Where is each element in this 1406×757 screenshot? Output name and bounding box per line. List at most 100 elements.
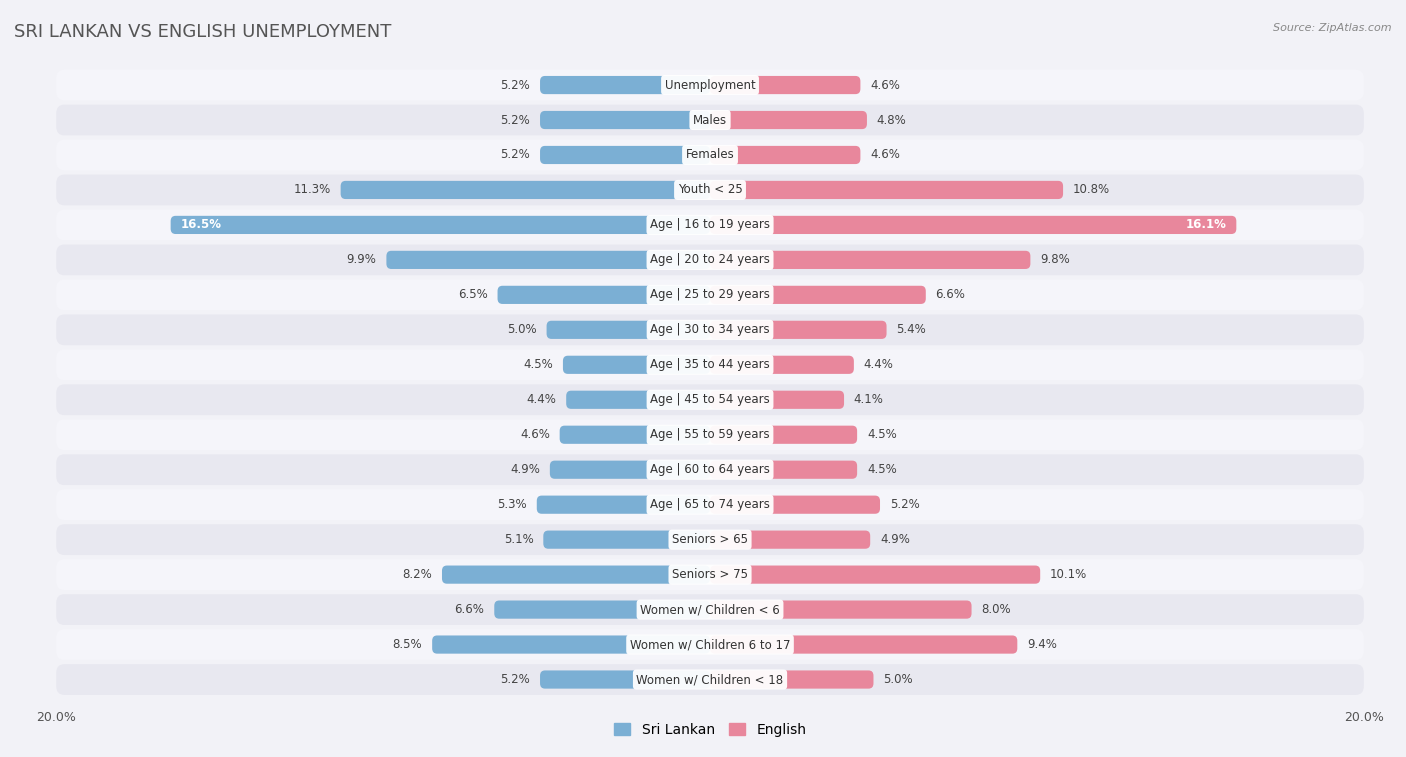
FancyBboxPatch shape <box>540 76 710 94</box>
Text: 5.2%: 5.2% <box>890 498 920 511</box>
FancyBboxPatch shape <box>340 181 710 199</box>
FancyBboxPatch shape <box>537 496 710 514</box>
FancyBboxPatch shape <box>710 76 860 94</box>
Text: Unemployment: Unemployment <box>665 79 755 92</box>
Text: Seniors > 75: Seniors > 75 <box>672 568 748 581</box>
FancyBboxPatch shape <box>56 419 1364 450</box>
Text: 5.0%: 5.0% <box>883 673 912 686</box>
Text: 10.1%: 10.1% <box>1050 568 1087 581</box>
FancyBboxPatch shape <box>543 531 710 549</box>
FancyBboxPatch shape <box>710 391 844 409</box>
Text: Age | 20 to 24 years: Age | 20 to 24 years <box>650 254 770 266</box>
FancyBboxPatch shape <box>710 531 870 549</box>
Text: SRI LANKAN VS ENGLISH UNEMPLOYMENT: SRI LANKAN VS ENGLISH UNEMPLOYMENT <box>14 23 391 41</box>
Text: 4.4%: 4.4% <box>526 394 557 407</box>
FancyBboxPatch shape <box>710 565 1040 584</box>
Text: 11.3%: 11.3% <box>294 183 330 197</box>
Text: 6.5%: 6.5% <box>458 288 488 301</box>
FancyBboxPatch shape <box>56 175 1364 205</box>
FancyBboxPatch shape <box>441 565 710 584</box>
Text: 4.5%: 4.5% <box>868 428 897 441</box>
Text: 4.6%: 4.6% <box>870 148 900 161</box>
Text: 5.4%: 5.4% <box>897 323 927 336</box>
Text: 16.1%: 16.1% <box>1185 219 1226 232</box>
FancyBboxPatch shape <box>710 600 972 618</box>
FancyBboxPatch shape <box>56 314 1364 345</box>
Text: Age | 16 to 19 years: Age | 16 to 19 years <box>650 219 770 232</box>
FancyBboxPatch shape <box>56 70 1364 101</box>
FancyBboxPatch shape <box>710 111 868 129</box>
Text: 5.2%: 5.2% <box>501 114 530 126</box>
FancyBboxPatch shape <box>56 559 1364 590</box>
Text: Age | 65 to 74 years: Age | 65 to 74 years <box>650 498 770 511</box>
FancyBboxPatch shape <box>710 496 880 514</box>
FancyBboxPatch shape <box>56 279 1364 310</box>
FancyBboxPatch shape <box>710 321 887 339</box>
FancyBboxPatch shape <box>540 671 710 689</box>
Text: Age | 35 to 44 years: Age | 35 to 44 years <box>650 358 770 371</box>
Text: Age | 55 to 59 years: Age | 55 to 59 years <box>650 428 770 441</box>
FancyBboxPatch shape <box>547 321 710 339</box>
Text: 4.9%: 4.9% <box>880 533 910 546</box>
Text: 10.8%: 10.8% <box>1073 183 1109 197</box>
Text: 4.5%: 4.5% <box>868 463 897 476</box>
FancyBboxPatch shape <box>540 146 710 164</box>
Text: 6.6%: 6.6% <box>454 603 485 616</box>
Text: Age | 45 to 54 years: Age | 45 to 54 years <box>650 394 770 407</box>
FancyBboxPatch shape <box>710 216 1236 234</box>
Text: 5.2%: 5.2% <box>501 79 530 92</box>
FancyBboxPatch shape <box>495 600 710 618</box>
FancyBboxPatch shape <box>498 285 710 304</box>
FancyBboxPatch shape <box>387 251 710 269</box>
Text: 6.6%: 6.6% <box>935 288 966 301</box>
FancyBboxPatch shape <box>56 210 1364 240</box>
Text: 4.1%: 4.1% <box>853 394 884 407</box>
FancyBboxPatch shape <box>567 391 710 409</box>
FancyBboxPatch shape <box>710 181 1063 199</box>
Text: Females: Females <box>686 148 734 161</box>
Text: 16.5%: 16.5% <box>180 219 222 232</box>
FancyBboxPatch shape <box>560 425 710 444</box>
FancyBboxPatch shape <box>562 356 710 374</box>
FancyBboxPatch shape <box>710 425 858 444</box>
Text: 5.2%: 5.2% <box>501 148 530 161</box>
FancyBboxPatch shape <box>710 635 1018 653</box>
Text: Seniors > 65: Seniors > 65 <box>672 533 748 546</box>
FancyBboxPatch shape <box>710 460 858 479</box>
FancyBboxPatch shape <box>550 460 710 479</box>
Text: 4.6%: 4.6% <box>870 79 900 92</box>
Text: 5.3%: 5.3% <box>498 498 527 511</box>
Text: 4.9%: 4.9% <box>510 463 540 476</box>
FancyBboxPatch shape <box>56 385 1364 415</box>
Text: Age | 60 to 64 years: Age | 60 to 64 years <box>650 463 770 476</box>
Text: Males: Males <box>693 114 727 126</box>
Text: Youth < 25: Youth < 25 <box>678 183 742 197</box>
FancyBboxPatch shape <box>56 489 1364 520</box>
Text: Women w/ Children < 18: Women w/ Children < 18 <box>637 673 783 686</box>
FancyBboxPatch shape <box>540 111 710 129</box>
Text: 8.2%: 8.2% <box>402 568 432 581</box>
Text: Women w/ Children < 6: Women w/ Children < 6 <box>640 603 780 616</box>
FancyBboxPatch shape <box>56 104 1364 136</box>
FancyBboxPatch shape <box>710 671 873 689</box>
Text: 4.5%: 4.5% <box>523 358 553 371</box>
Text: 5.1%: 5.1% <box>503 533 533 546</box>
FancyBboxPatch shape <box>56 525 1364 555</box>
Text: 4.6%: 4.6% <box>520 428 550 441</box>
FancyBboxPatch shape <box>710 285 925 304</box>
Text: Age | 30 to 34 years: Age | 30 to 34 years <box>650 323 770 336</box>
Text: 4.4%: 4.4% <box>863 358 894 371</box>
FancyBboxPatch shape <box>170 216 710 234</box>
Text: 5.0%: 5.0% <box>508 323 537 336</box>
FancyBboxPatch shape <box>56 454 1364 485</box>
FancyBboxPatch shape <box>56 594 1364 625</box>
Text: 5.2%: 5.2% <box>501 673 530 686</box>
FancyBboxPatch shape <box>56 664 1364 695</box>
Text: 4.8%: 4.8% <box>877 114 907 126</box>
FancyBboxPatch shape <box>56 350 1364 380</box>
FancyBboxPatch shape <box>710 146 860 164</box>
Text: Women w/ Children 6 to 17: Women w/ Children 6 to 17 <box>630 638 790 651</box>
Legend: Sri Lankan, English: Sri Lankan, English <box>609 717 811 742</box>
Text: 9.8%: 9.8% <box>1040 254 1070 266</box>
FancyBboxPatch shape <box>56 629 1364 660</box>
